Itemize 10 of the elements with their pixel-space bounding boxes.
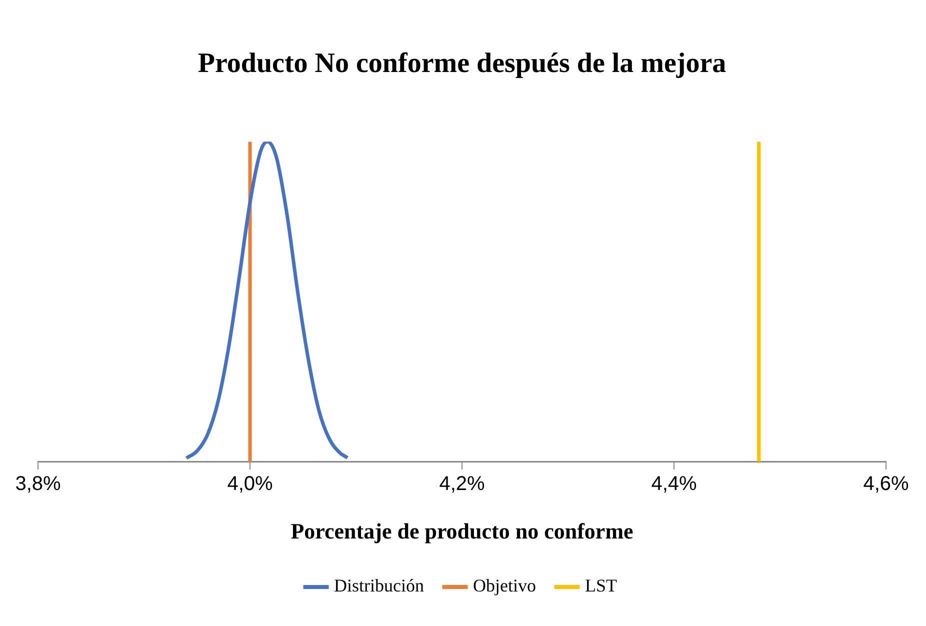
x-tick-label: 4,0% [227, 473, 274, 496]
x-axis-title: Porcentaje de producto no conforme [290, 518, 634, 544]
legend-label: Objetivo [473, 576, 536, 596]
legend-label: Distribución [334, 576, 424, 596]
x-tick-label: 4,4% [651, 473, 698, 496]
x-tick-label: 4,6% [863, 473, 910, 496]
x-tick-label: 4,2% [439, 473, 486, 496]
chart-title: Producto No conforme después de la mejora [198, 48, 726, 80]
x-tick-label: 3,8% [15, 473, 62, 496]
legend-label: LST [584, 576, 618, 596]
